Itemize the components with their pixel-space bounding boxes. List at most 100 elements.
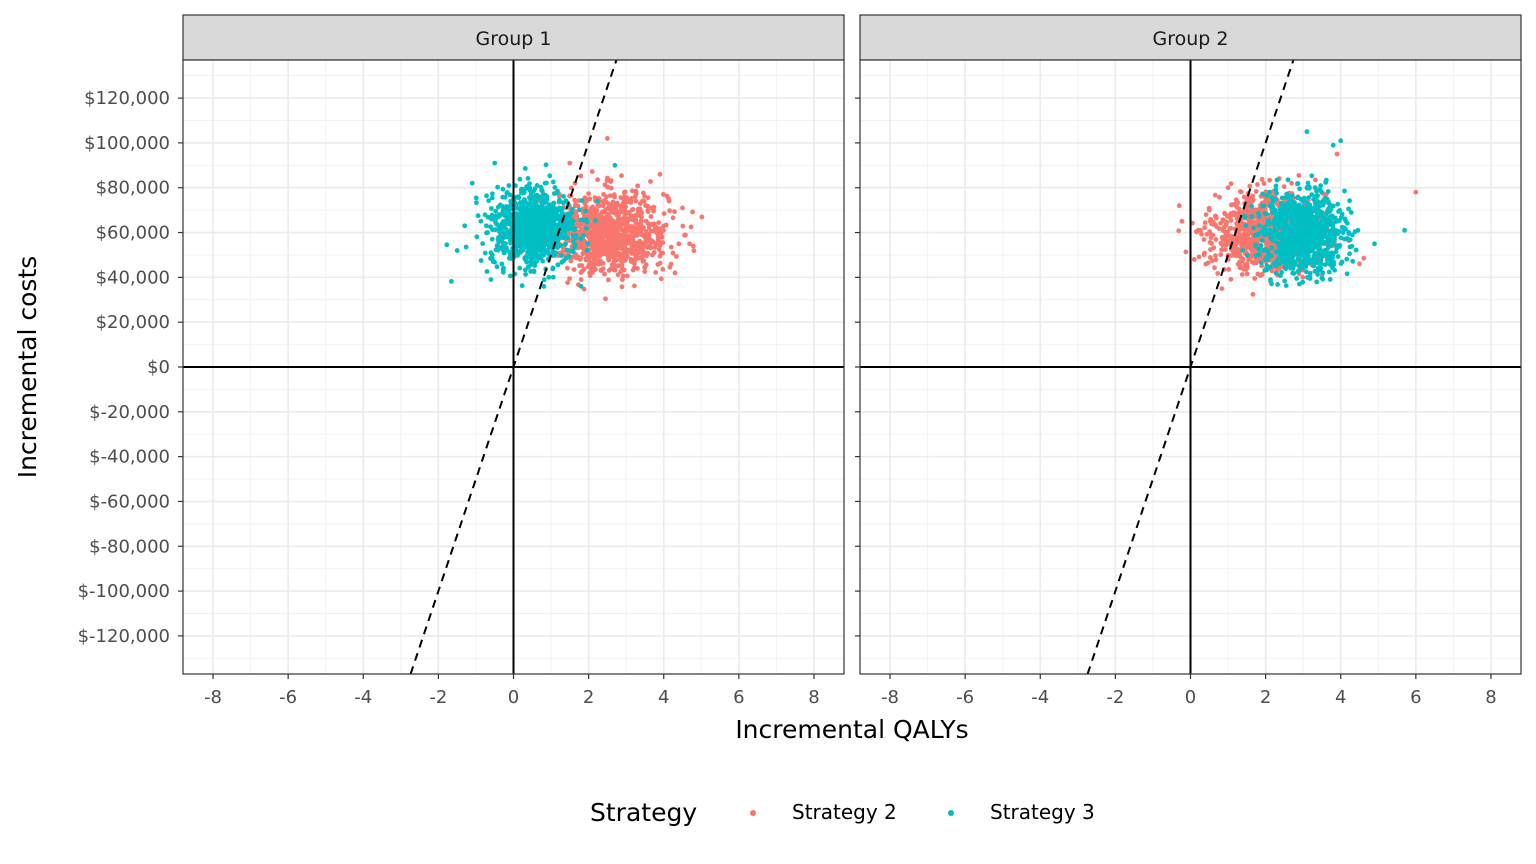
- scatter-point: [1346, 231, 1352, 237]
- scatter-point: [1243, 262, 1248, 268]
- scatter-point: [1327, 202, 1333, 208]
- scatter-point: [661, 211, 667, 217]
- scatter-point: [1283, 217, 1289, 223]
- scatter-point: [645, 209, 651, 215]
- scatter-point: [1237, 252, 1243, 257]
- scatter-point: [651, 250, 657, 255]
- scatter-point: [488, 277, 494, 282]
- scatter-point: [1295, 224, 1301, 230]
- scatter-point: [570, 233, 576, 239]
- scatter-point: [500, 243, 506, 249]
- scatter-point: [1205, 260, 1211, 266]
- scatter-point: [661, 223, 666, 229]
- x-tick-label: -2: [429, 687, 447, 708]
- scatter-point: [507, 273, 513, 279]
- x-tick-label: -8: [881, 687, 899, 708]
- scatter-point: [1304, 129, 1310, 135]
- scatter-point: [643, 203, 648, 208]
- scatter-point: [475, 213, 481, 219]
- scatter-point: [1219, 286, 1225, 291]
- scatter-point: [1306, 244, 1311, 250]
- scatter-point: [1273, 270, 1279, 276]
- x-tick-label: 8: [1485, 687, 1496, 708]
- scatter-point: [566, 223, 572, 228]
- scatter-point: [521, 227, 526, 233]
- scatter-point: [597, 212, 603, 217]
- scatter-point: [1264, 193, 1270, 199]
- scatter-point: [573, 254, 578, 260]
- scatter-point: [1207, 231, 1213, 236]
- scatter-point: [630, 238, 636, 244]
- scatter-point: [1309, 192, 1315, 198]
- scatter-point: [655, 237, 661, 243]
- scatter-point: [525, 176, 531, 181]
- scatter-point: [1325, 244, 1331, 249]
- scatter-point: [565, 235, 571, 241]
- scatter-point: [1256, 223, 1262, 228]
- scatter-points: [444, 136, 705, 302]
- scatter-point: [1314, 279, 1320, 285]
- scatter-point: [1337, 218, 1342, 223]
- scatter-point: [1259, 176, 1265, 182]
- y-tick-label: $60,000: [96, 223, 170, 244]
- scatter-point: [1259, 238, 1265, 243]
- series-strategy-3: [444, 160, 618, 289]
- scatter-point: [1256, 211, 1261, 216]
- scatter-point: [1302, 249, 1307, 255]
- scatter-point: [495, 184, 500, 190]
- scatter-point: [1239, 233, 1245, 239]
- scatter-point: [504, 190, 510, 196]
- scatter-point: [508, 238, 513, 243]
- scatter-point: [550, 179, 556, 185]
- scatter-point: [611, 261, 616, 267]
- scatter-point: [656, 247, 662, 252]
- scatter-point: [547, 202, 552, 208]
- facet-strip-group-1: [182, 14, 845, 61]
- scatter-point: [1310, 208, 1316, 214]
- scatter-point: [484, 193, 489, 199]
- scatter-point: [514, 238, 520, 244]
- scatter-point: [483, 223, 489, 229]
- scatter-point: [524, 254, 529, 259]
- scatter-point: [617, 234, 623, 240]
- scatter-point: [574, 216, 580, 222]
- y-tick-label: $0: [147, 357, 170, 378]
- scatter-point: [1334, 151, 1340, 157]
- scatter-point: [462, 223, 468, 229]
- scatter-point: [1243, 266, 1249, 272]
- scatter-point: [1300, 274, 1306, 280]
- scatter-point: [1328, 214, 1333, 220]
- scatter-point: [583, 217, 589, 222]
- scatter-point: [631, 247, 637, 253]
- scatter-point: [620, 216, 626, 222]
- scatter-point: [583, 257, 589, 263]
- scatter-point: [1258, 243, 1264, 248]
- scatter-point: [612, 267, 618, 273]
- scatter-point: [564, 226, 569, 232]
- scatter-point: [617, 252, 623, 257]
- scatter-point: [1268, 277, 1273, 283]
- scatter-point: [1328, 222, 1334, 228]
- scatter-point: [1207, 218, 1213, 224]
- x-tick-label: 2: [1260, 687, 1271, 708]
- scatter-point: [1294, 237, 1299, 243]
- scatter-point: [567, 160, 573, 166]
- scatter-point: [592, 261, 598, 267]
- scatter-point: [1246, 194, 1251, 200]
- scatter-point: [586, 234, 592, 240]
- y-axis-title: Incremental costs: [13, 256, 42, 479]
- scatter-point: [589, 169, 595, 175]
- scatter-point: [463, 244, 469, 250]
- scatter-point: [620, 273, 626, 279]
- scatter-point: [590, 253, 596, 258]
- scatter-point: [1283, 266, 1289, 272]
- scatter-point: [1318, 183, 1323, 189]
- scatter-point: [628, 224, 633, 229]
- scatter-point: [526, 208, 532, 214]
- scatter-point: [1342, 188, 1347, 194]
- scatter-point: [1296, 257, 1302, 262]
- scatter-point: [1269, 281, 1274, 287]
- scatter-point: [1233, 197, 1239, 203]
- scatter-point: [688, 224, 694, 230]
- scatter-point: [668, 261, 674, 267]
